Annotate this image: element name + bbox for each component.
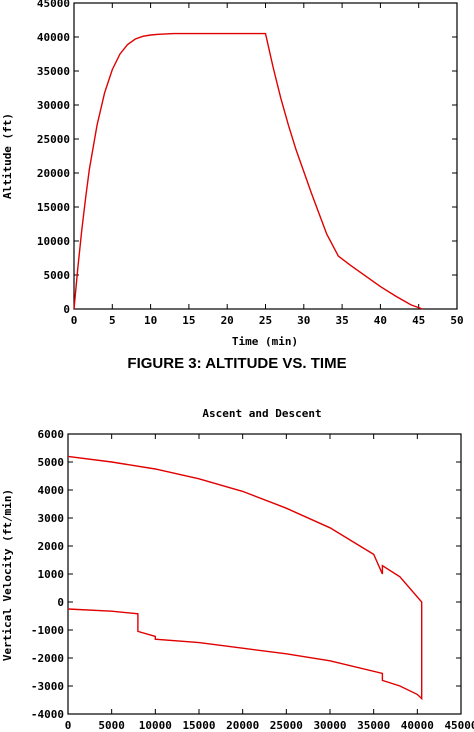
y-axis-label: Altitude (ft) — [1, 113, 14, 199]
x-tick-label: 45000 — [444, 719, 474, 732]
x-tick-label: 15000 — [182, 719, 215, 732]
y-tick-label: 2000 — [38, 540, 65, 553]
y-tick-label: 5000 — [44, 269, 71, 282]
x-tick-label: 50 — [450, 314, 463, 327]
y-axis-label: Vertical Velocity (ft/min) — [1, 489, 14, 661]
x-tick-label: 15 — [182, 314, 195, 327]
y-tick-label: 45000 — [37, 0, 70, 10]
chart-vertical-velocity: Ascent and Descent -4000-3000-2000-10000… — [1, 407, 474, 732]
y-tick-label: 35000 — [37, 65, 70, 78]
y-tick-label: 5000 — [38, 456, 65, 469]
x-tick-label: 25 — [259, 314, 272, 327]
y-tick-label: 10000 — [37, 235, 70, 248]
x-tick-label: 0 — [71, 314, 78, 327]
x-tick-label: 45 — [412, 314, 425, 327]
y-tick-label: -1000 — [31, 624, 64, 637]
x-tick-label: 5 — [109, 314, 116, 327]
y-tick-label: -2000 — [31, 652, 64, 665]
x-tick-label: 20000 — [226, 719, 259, 732]
x-tick-label: 30 — [297, 314, 310, 327]
x-tick-label: 25000 — [270, 719, 303, 732]
y-tick-label: 3000 — [38, 512, 65, 525]
chart-altitude: 0 5000 10000 15000 20000 25000 30000 35000 40000… — [1, 0, 464, 372]
y-tick-label: -4000 — [31, 708, 64, 721]
x-tick-label: 30000 — [313, 719, 346, 732]
x-axis-label: Time (min) — [232, 335, 298, 348]
x-tick-label: 10000 — [139, 719, 172, 732]
y-tick-label: 40000 — [37, 31, 70, 44]
y-tick-label: 4000 — [38, 484, 65, 497]
y-tick-label: 6000 — [38, 428, 65, 441]
y-tick-label: 1000 — [38, 568, 65, 581]
y-tick-label: 30000 — [37, 99, 70, 112]
x-ticks: 0 5 10 15 20 25 30 35 40 45 50 — [71, 3, 464, 327]
x-ticks: 0 5000 10000 15000 20000 25000 30000 35000 40000… — [65, 434, 474, 732]
y-tick-label: 20000 — [37, 167, 70, 180]
y-tick-label: 25000 — [37, 133, 70, 146]
figure-caption: FIGURE 3: ALTITUDE VS. TIME — [127, 355, 346, 372]
x-tick-label: 20 — [221, 314, 234, 327]
x-tick-label: 35000 — [357, 719, 390, 732]
x-tick-label: 0 — [65, 719, 72, 732]
y-tick-label: 0 — [57, 596, 64, 609]
y-ticks: -4000 -3000 -2000 -1000 0 1000 2000 3000 4000 500… — [31, 428, 461, 721]
plot-frame — [73, 2, 458, 310]
y-tick-label: -3000 — [31, 680, 64, 693]
x-tick-label: 35 — [335, 314, 348, 327]
y-tick-label: 0 — [63, 303, 70, 316]
x-tick-label: 40000 — [401, 719, 434, 732]
x-tick-label: 10 — [144, 314, 157, 327]
y-ticks: 0 5000 10000 15000 20000 25000 30000 35000 40000… — [37, 0, 457, 316]
plot-frame — [67, 433, 462, 715]
x-tick-label: 40 — [374, 314, 387, 327]
chart-title: Ascent and Descent — [202, 407, 321, 420]
x-tick-label: 5000 — [98, 719, 125, 732]
series-line — [67, 455, 423, 701]
y-tick-label: 15000 — [37, 201, 70, 214]
series-line — [73, 32, 423, 310]
